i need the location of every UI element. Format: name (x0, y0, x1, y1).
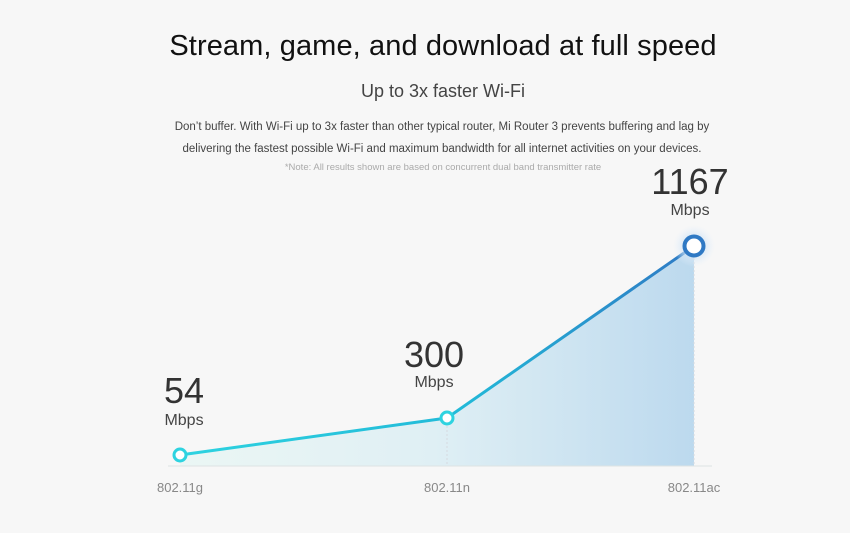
x-tick-label: 802.11n (424, 480, 470, 495)
data-point-802.11g (172, 447, 188, 463)
value-label-802.11g: 54 (164, 370, 204, 411)
description-line-2: delivering the fastest possible Wi-Fi an… (182, 143, 702, 155)
value-label-802.11ac: 1167 (651, 161, 728, 202)
value-label-802.11n: 300 (404, 334, 464, 375)
data-point-802.11ac (682, 234, 706, 258)
unit-label-802.11g: Mbps (164, 412, 203, 429)
description: Don’t buffer. With Wi-Fi up to 3x faster… (0, 116, 850, 160)
page-subheadline: Up to 3x faster Wi-Fi (360, 81, 526, 101)
chart-area-fill (180, 246, 694, 466)
data-point-802.11n (439, 410, 455, 426)
page-headline: Stream, game, and download at full speed (169, 30, 717, 62)
footnote: *Note: All results shown are based on co… (284, 162, 602, 173)
unit-label-802.11ac: Mbps (670, 202, 709, 219)
x-tick-label: 802.11g (157, 480, 203, 495)
unit-label-802.11n: Mbps (414, 374, 453, 391)
description-line-1: Don’t buffer. With Wi-Fi up to 3x faster… (174, 121, 710, 133)
x-tick-label: 802.11ac (668, 480, 721, 495)
